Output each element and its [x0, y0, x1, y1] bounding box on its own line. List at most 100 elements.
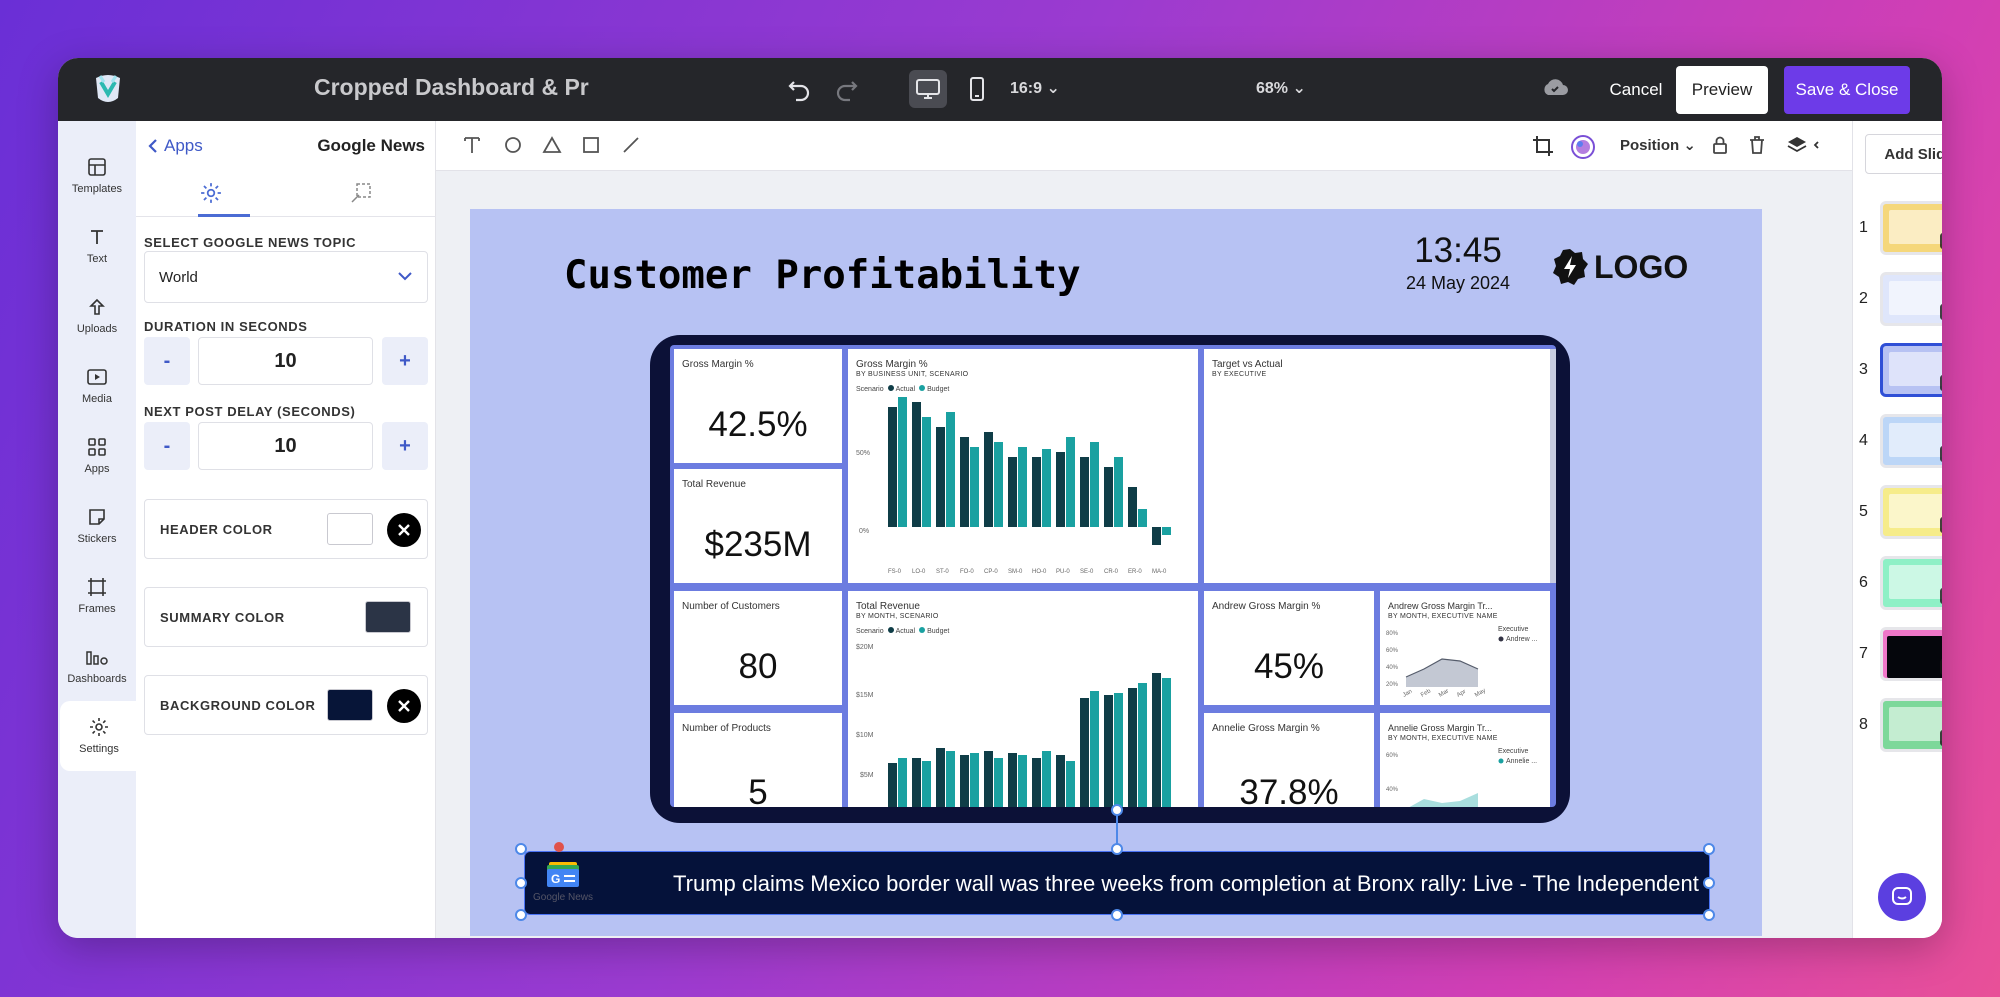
x-tick-label: PU-0 [1056, 569, 1070, 575]
trash-icon[interactable] [1747, 134, 1767, 156]
slide-clock-date[interactable]: 24 May 2024 [1405, 273, 1511, 293]
gross-margin-bar [960, 437, 969, 527]
chevron-down-icon: ⌄ [1046, 80, 1060, 97]
resize-handle-top-right[interactable] [1703, 843, 1715, 855]
slide-canvas[interactable]: Customer Profitability 13:45 24 May 2024… [470, 209, 1762, 936]
clear-header-color-button[interactable] [387, 513, 421, 547]
legend-label: Scenario [856, 628, 884, 635]
chevron-left-icon[interactable] [1812, 134, 1822, 156]
nav-text[interactable]: Text [58, 211, 136, 281]
slide-thumbnail[interactable]: 0:35 [1880, 698, 1942, 752]
crop-handle[interactable] [554, 842, 564, 852]
nav-frames[interactable]: Frames [58, 561, 136, 631]
slide-number: 3 [1859, 361, 1868, 378]
nav-settings[interactable]: Settings [60, 701, 138, 771]
summary-color-swatch[interactable] [365, 601, 411, 633]
google-news-icon: G [545, 860, 581, 895]
nav-label: Templates [71, 183, 123, 195]
background-color-swatch[interactable] [327, 689, 373, 721]
topic-select[interactable]: World [144, 251, 428, 303]
gross-margin-chart-card: Gross Margin % BY BUSINESS UNIT, SCENARI… [848, 349, 1198, 583]
slide-logo[interactable]: LOGO [1550, 247, 1688, 287]
slide-thumbnail[interactable]: 0:10 [1880, 556, 1942, 610]
zoom-dropdown[interactable]: 68% ⌄ [1256, 78, 1306, 98]
back-to-apps-link[interactable]: Apps [146, 136, 203, 156]
chat-support-button[interactable] [1878, 873, 1926, 921]
add-slide-button[interactable]: Add Slide [1865, 134, 1942, 174]
nav-apps[interactable]: Apps [58, 421, 136, 491]
duration-decrement-button[interactable]: - [144, 337, 190, 385]
preview-button[interactable]: Preview [1676, 66, 1768, 114]
app-logo-icon[interactable] [92, 72, 124, 106]
resize-handle-left[interactable] [515, 877, 527, 889]
delay-increment-button[interactable]: + [382, 422, 428, 470]
tab-settings[interactable] [136, 169, 286, 217]
color-palette-icon[interactable] [1570, 134, 1596, 160]
nav-templates[interactable]: Templates [58, 141, 136, 211]
thumbnail-preview [1889, 494, 1942, 528]
document-title[interactable]: Cropped Dashboard & Pr [314, 74, 589, 100]
slide-number: 2 [1859, 290, 1868, 307]
resize-handle-top[interactable] [1111, 843, 1123, 855]
gross-margin-bar [946, 412, 955, 527]
ticker-headline[interactable]: Trump claims Mexico border wall was thre… [673, 871, 1699, 896]
resize-handle-bottom-left[interactable] [515, 909, 527, 921]
resize-handle-top-left[interactable] [515, 843, 527, 855]
aspect-ratio-value: 16:9 [1010, 80, 1043, 97]
mobile-view-icon[interactable] [958, 70, 996, 108]
tab-layout[interactable] [286, 169, 436, 216]
rectangle-tool-icon[interactable] [580, 134, 602, 156]
text-icon [91, 230, 103, 244]
aspect-ratio-dropdown[interactable]: 16:9 ⌄ [1010, 78, 1060, 98]
redo-icon[interactable] [828, 70, 866, 108]
desktop-view-icon[interactable] [909, 70, 947, 108]
slide-title[interactable]: Customer Profitability [564, 253, 1081, 298]
y-tick-20: 20% [1386, 682, 1399, 688]
resize-handle-right[interactable] [1703, 877, 1715, 889]
dashboard-scrollbar[interactable] [1550, 349, 1556, 583]
slide-thumbnail[interactable]: 0:30 [1880, 627, 1942, 681]
nav-stickers[interactable]: Stickers [58, 491, 136, 561]
resize-handle-bottom[interactable] [1111, 909, 1123, 921]
crop-icon[interactable] [1531, 134, 1555, 158]
delay-decrement-button[interactable]: - [144, 422, 190, 470]
thumbnail-preview [1889, 565, 1942, 599]
triangle-tool-icon[interactable] [541, 134, 563, 156]
y-tick-20m: $20M [856, 644, 874, 651]
rotate-handle[interactable] [1111, 804, 1123, 816]
slide-thumbnail[interactable]: 0:10 [1880, 485, 1942, 539]
nav-dashboards[interactable]: Dashboards [58, 631, 136, 701]
clear-background-color-button[interactable] [387, 689, 421, 723]
slide-thumbnail[interactable]: 0:10 [1880, 343, 1942, 397]
panel-tabs [136, 169, 436, 217]
gross-margin-bar [1008, 457, 1017, 527]
thumbnail-preview [1887, 636, 1942, 678]
apps-icon [88, 438, 106, 456]
slide-thumbnail[interactable]: 0:10 [1880, 272, 1942, 326]
text-tool-icon[interactable] [462, 134, 482, 156]
nav-media[interactable]: Media [58, 351, 136, 421]
circle-tool-icon[interactable] [502, 134, 524, 156]
position-dropdown[interactable]: Position ⌄ [1620, 136, 1696, 154]
slide-clock-time[interactable]: 13:45 [1414, 231, 1502, 270]
header-color-swatch[interactable] [327, 513, 373, 545]
nav-uploads[interactable]: Uploads [58, 281, 136, 351]
card-title: Andrew Gross Margin % [1212, 601, 1321, 612]
google-news-ticker[interactable]: G Google News Trump claims Mexico border… [524, 851, 1710, 915]
line-tool-icon[interactable] [620, 134, 642, 156]
total-revenue-card: Total Revenue $235M [674, 469, 842, 583]
lock-icon[interactable] [1710, 134, 1730, 156]
dashboard-screenshot[interactable]: Gross Margin % 42.5% Total Revenue $235M… [670, 345, 1556, 807]
cancel-button[interactable]: Cancel [1609, 80, 1663, 99]
layers-icon[interactable] [1786, 134, 1808, 156]
undo-icon[interactable] [780, 70, 818, 108]
andrew-line [1405, 658, 1479, 678]
resize-handle-bottom-right[interactable] [1703, 909, 1715, 921]
duration-input[interactable]: 10 [198, 337, 373, 385]
duration-increment-button[interactable]: + [382, 337, 428, 385]
save-close-button[interactable]: Save & Close [1784, 66, 1910, 114]
gross-margin-bar [1138, 509, 1147, 527]
slide-thumbnail[interactable]: 0:10 [1880, 201, 1942, 255]
delay-input[interactable]: 10 [198, 422, 373, 470]
slide-thumbnail[interactable]: 0:10 [1880, 414, 1942, 468]
